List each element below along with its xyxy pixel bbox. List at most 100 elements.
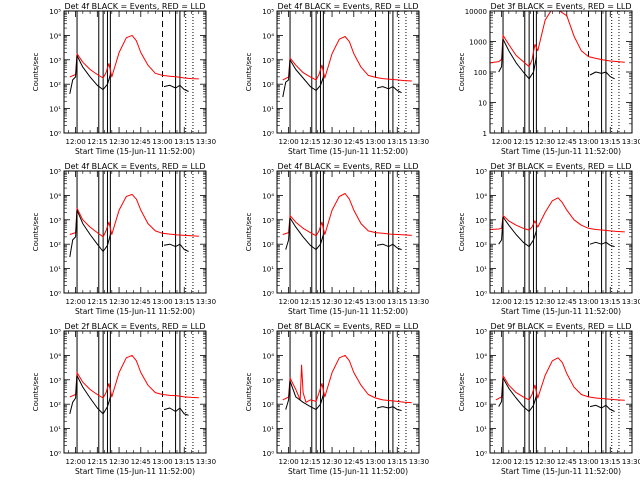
x-tick-label: 12:00 (491, 138, 511, 146)
x-tick-label: 13:15 (174, 298, 194, 306)
x-axis-label: Start Time (15-Jun-11 11:52:00) (501, 467, 621, 476)
plot-frame (63, 330, 207, 454)
y-tick-label: 10⁴ (262, 352, 274, 360)
x-tick-label: 12:15 (87, 298, 107, 306)
x-tick-label: 12:45 (131, 298, 151, 306)
x-tick-label: 13:00 (578, 458, 598, 466)
y-tick-label: 10⁴ (49, 32, 61, 40)
x-tick-label: 12:45 (557, 138, 577, 146)
y-tick-label: 10⁰ (475, 290, 487, 298)
series-group (69, 34, 199, 95)
x-tick-label: 12:00 (491, 458, 511, 466)
plot-frame (276, 170, 420, 294)
y-axis-label: Counts/sec (245, 373, 253, 412)
x-tick-label: 13:00 (152, 458, 172, 466)
chart-title: Det 2f BLACK = Events, RED = LLD (64, 322, 205, 331)
x-tick-label: 12:00 (65, 138, 85, 146)
x-axis-label: Start Time (15-Jun-11 11:52:00) (75, 147, 195, 156)
y-axis-label: Counts/sec (32, 213, 40, 252)
events-series-line (163, 84, 189, 92)
x-tick-label: 12:00 (491, 298, 511, 306)
events-series-line (163, 243, 189, 252)
y-tick-label: 10⁰ (49, 290, 61, 298)
y-tick-label: 10⁴ (262, 192, 274, 200)
y-tick-label: 10³ (262, 377, 274, 385)
x-tick-label: 13:30 (196, 138, 216, 146)
y-tick-label: 10⁵ (475, 328, 487, 336)
x-tick-label: 12:45 (344, 138, 364, 146)
y-tick-label: 10¹ (49, 106, 61, 114)
x-tick-label: 12:00 (65, 298, 85, 306)
x-tick-label: 13:30 (409, 458, 429, 466)
y-tick-label: 10³ (475, 377, 487, 385)
x-tick-label: 12:15 (513, 138, 533, 146)
series-group (282, 193, 412, 251)
y-axis-label: Counts/sec (458, 53, 466, 92)
plot-frame (63, 170, 207, 294)
lld-series-line (282, 193, 412, 237)
x-tick-label: 13:15 (387, 298, 407, 306)
y-tick-label: 10² (475, 241, 487, 249)
y-tick-label: 10³ (475, 217, 487, 225)
y-tick-label: 10⁰ (49, 130, 61, 138)
y-tick-label: 10³ (49, 217, 61, 225)
chart-title: Det 3f BLACK = Events, RED = LLD (490, 162, 631, 171)
events-series-line (69, 375, 111, 415)
lld-series-line (490, 197, 625, 233)
x-tick-label: 13:30 (409, 138, 429, 146)
x-tick-label: 13:00 (152, 138, 172, 146)
y-tick-label: 10¹ (475, 426, 487, 434)
y-tick-label: 100 (474, 69, 487, 77)
x-axis-label: Start Time (15-Jun-11 11:52:00) (75, 307, 195, 316)
x-tick-label: 13:00 (152, 298, 172, 306)
x-tick-label: 12:30 (109, 298, 129, 306)
y-axis-label: Counts/sec (32, 373, 40, 412)
x-tick-label: 13:15 (600, 298, 620, 306)
x-tick-label: 12:45 (131, 138, 151, 146)
lld-series-line (282, 354, 412, 404)
events-series-line (376, 243, 402, 251)
y-tick-label: 1 (483, 130, 487, 138)
x-tick-label: 12:45 (557, 458, 577, 466)
y-axis-label: Counts/sec (458, 213, 466, 252)
events-series-line (285, 380, 324, 411)
x-tick-label: 13:15 (387, 138, 407, 146)
y-axis-label: Counts/sec (458, 373, 466, 412)
x-tick-label: 12:30 (322, 138, 342, 146)
lld-series-line (282, 36, 412, 82)
x-tick-label: 12:15 (87, 458, 107, 466)
y-tick-label: 10¹ (49, 266, 61, 274)
x-tick-label: 12:45 (344, 458, 364, 466)
x-tick-label: 13:15 (600, 458, 620, 466)
events-series-line (589, 71, 615, 80)
y-tick-label: 10⁴ (49, 192, 61, 200)
lld-series-line (490, 11, 625, 68)
y-tick-label: 10¹ (49, 426, 61, 434)
x-tick-label: 12:00 (278, 138, 298, 146)
y-axis-label: Counts/sec (32, 53, 40, 92)
x-tick-label: 12:45 (344, 298, 364, 306)
y-tick-label: 10⁴ (475, 192, 487, 200)
x-tick-label: 13:30 (196, 458, 216, 466)
chart-title: Det 3f BLACK = Events, RED = LLD (490, 2, 631, 11)
y-tick-label: 10⁵ (49, 168, 61, 176)
y-tick-label: 10² (262, 241, 274, 249)
x-axis-label: Start Time (15-Jun-11 11:52:00) (288, 147, 408, 156)
x-tick-label: 12:00 (65, 458, 85, 466)
y-axis-label: Counts/sec (245, 213, 253, 252)
y-tick-label: 10⁵ (475, 168, 487, 176)
plot-frame (276, 10, 420, 134)
x-tick-label: 12:30 (109, 458, 129, 466)
y-tick-label: 10¹ (475, 266, 487, 274)
plot-frame (63, 10, 207, 134)
y-tick-label: 10000 (465, 8, 487, 16)
y-tick-label: 10⁰ (262, 290, 274, 298)
y-tick-label: 10³ (262, 217, 274, 225)
y-tick-label: 10¹ (262, 426, 274, 434)
